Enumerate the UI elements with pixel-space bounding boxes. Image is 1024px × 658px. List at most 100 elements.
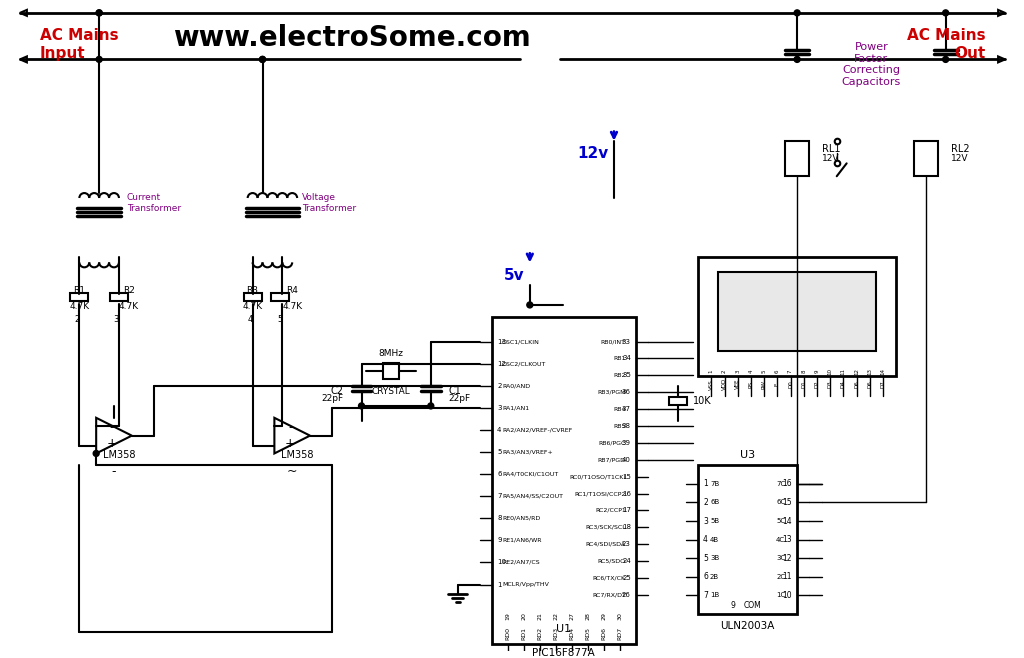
Text: RD2: RD2	[538, 627, 543, 640]
Bar	[785, 141, 809, 176]
Text: E: E	[775, 382, 780, 386]
Text: 15: 15	[782, 498, 793, 507]
Text: U1: U1	[556, 624, 571, 634]
Text: 3: 3	[497, 405, 502, 411]
Text: RB1: RB1	[613, 356, 626, 361]
Text: 4C: 4C	[776, 536, 785, 543]
Text: 10: 10	[827, 368, 833, 375]
Text: 20: 20	[521, 612, 526, 620]
Text: 12: 12	[854, 368, 859, 375]
Text: 8: 8	[497, 515, 502, 521]
Text: RC5/SDO: RC5/SDO	[598, 559, 626, 564]
Text: 18: 18	[622, 524, 631, 530]
Text: 26: 26	[622, 592, 631, 598]
Text: 13: 13	[867, 368, 872, 375]
Text: VEE: VEE	[735, 379, 740, 390]
Text: 6B: 6B	[710, 499, 719, 505]
Bar	[698, 257, 896, 376]
Text: RW: RW	[762, 380, 767, 389]
Bar	[383, 363, 399, 379]
Text: 17: 17	[622, 507, 631, 513]
Text: VSS: VSS	[709, 379, 714, 390]
Text: C1: C1	[449, 386, 462, 396]
Text: ~: ~	[287, 465, 297, 478]
Text: 30: 30	[617, 612, 623, 620]
Text: 2: 2	[497, 383, 502, 389]
Text: RD6: RD6	[601, 627, 606, 640]
Text: RA1/AN1: RA1/AN1	[502, 405, 529, 411]
Bar	[271, 293, 289, 301]
Text: R1: R1	[74, 286, 85, 295]
Text: RL2: RL2	[950, 143, 970, 153]
Text: 7: 7	[497, 494, 502, 499]
Circle shape	[96, 57, 102, 63]
Text: 12V: 12V	[950, 154, 968, 163]
Bar	[670, 397, 687, 405]
Text: 40: 40	[622, 457, 631, 463]
Text: 5: 5	[278, 315, 283, 324]
Text: 7: 7	[788, 370, 793, 373]
Text: +: +	[106, 437, 118, 450]
Text: 21: 21	[538, 612, 543, 620]
Text: 1C: 1C	[776, 592, 785, 598]
Text: 8: 8	[801, 370, 806, 373]
Text: 9: 9	[730, 601, 735, 611]
Text: Voltage
Transformer: Voltage Transformer	[302, 193, 356, 213]
Circle shape	[527, 302, 532, 308]
Bar	[71, 293, 88, 301]
Text: 7C: 7C	[776, 481, 785, 487]
Text: CRYSTAL: CRYSTAL	[372, 386, 411, 395]
Text: 4: 4	[703, 535, 708, 544]
Text: LM358: LM358	[281, 451, 313, 461]
Text: -: -	[288, 421, 293, 434]
Text: 35: 35	[622, 372, 631, 378]
Text: 8MHz: 8MHz	[379, 349, 403, 358]
Text: RA4/T0CKI/C1OUT: RA4/T0CKI/C1OUT	[502, 472, 558, 476]
Text: Current
Transformer: Current Transformer	[127, 193, 181, 213]
Circle shape	[358, 403, 365, 409]
Text: 22pF: 22pF	[449, 395, 471, 403]
Text: 5B: 5B	[710, 518, 719, 524]
Text: RB2: RB2	[613, 373, 626, 378]
Text: R4: R4	[287, 286, 298, 295]
Text: C2: C2	[331, 386, 344, 396]
Text: RB7/PGD: RB7/PGD	[598, 457, 626, 463]
Bar	[110, 293, 128, 301]
Text: RB0/INT: RB0/INT	[601, 339, 626, 344]
Text: 28: 28	[586, 612, 591, 620]
Text: 4: 4	[749, 370, 754, 373]
Text: 12v: 12v	[578, 146, 609, 161]
Text: COM: COM	[743, 601, 762, 611]
Text: 22: 22	[554, 612, 558, 620]
Text: 14: 14	[782, 517, 793, 526]
Text: RL1: RL1	[822, 143, 841, 153]
Text: 2: 2	[722, 370, 727, 373]
Text: 2: 2	[74, 315, 79, 324]
Text: 2: 2	[703, 498, 708, 507]
Text: 7B: 7B	[710, 481, 719, 487]
Text: 24: 24	[622, 558, 631, 564]
Text: R3: R3	[247, 286, 259, 295]
Text: D2: D2	[814, 380, 819, 388]
Circle shape	[795, 57, 800, 63]
Text: 4: 4	[497, 427, 502, 433]
Text: RC6/TX/CK: RC6/TX/CK	[593, 576, 626, 580]
Text: 4B: 4B	[710, 536, 719, 543]
Circle shape	[93, 451, 99, 457]
Text: 3: 3	[735, 370, 740, 373]
Text: RC4/SDI/SDA: RC4/SDI/SDA	[586, 542, 626, 547]
Text: RE2/AN7/CS: RE2/AN7/CS	[502, 560, 540, 565]
Text: RA2/AN2/VREF-/CVREF: RA2/AN2/VREF-/CVREF	[502, 428, 572, 432]
Text: 9: 9	[497, 538, 502, 544]
Text: D7: D7	[881, 380, 886, 388]
Text: RS: RS	[749, 380, 754, 388]
Circle shape	[96, 10, 102, 16]
Text: www.electroSome.com: www.electroSome.com	[173, 24, 530, 51]
Text: 27: 27	[569, 612, 574, 620]
Text: 4.7K: 4.7K	[283, 303, 302, 311]
Text: R2: R2	[123, 286, 135, 295]
Text: 4.7K: 4.7K	[70, 303, 89, 311]
Text: RB6/PGC: RB6/PGC	[598, 440, 626, 445]
Text: 7: 7	[703, 591, 708, 600]
Text: 9: 9	[814, 370, 819, 373]
